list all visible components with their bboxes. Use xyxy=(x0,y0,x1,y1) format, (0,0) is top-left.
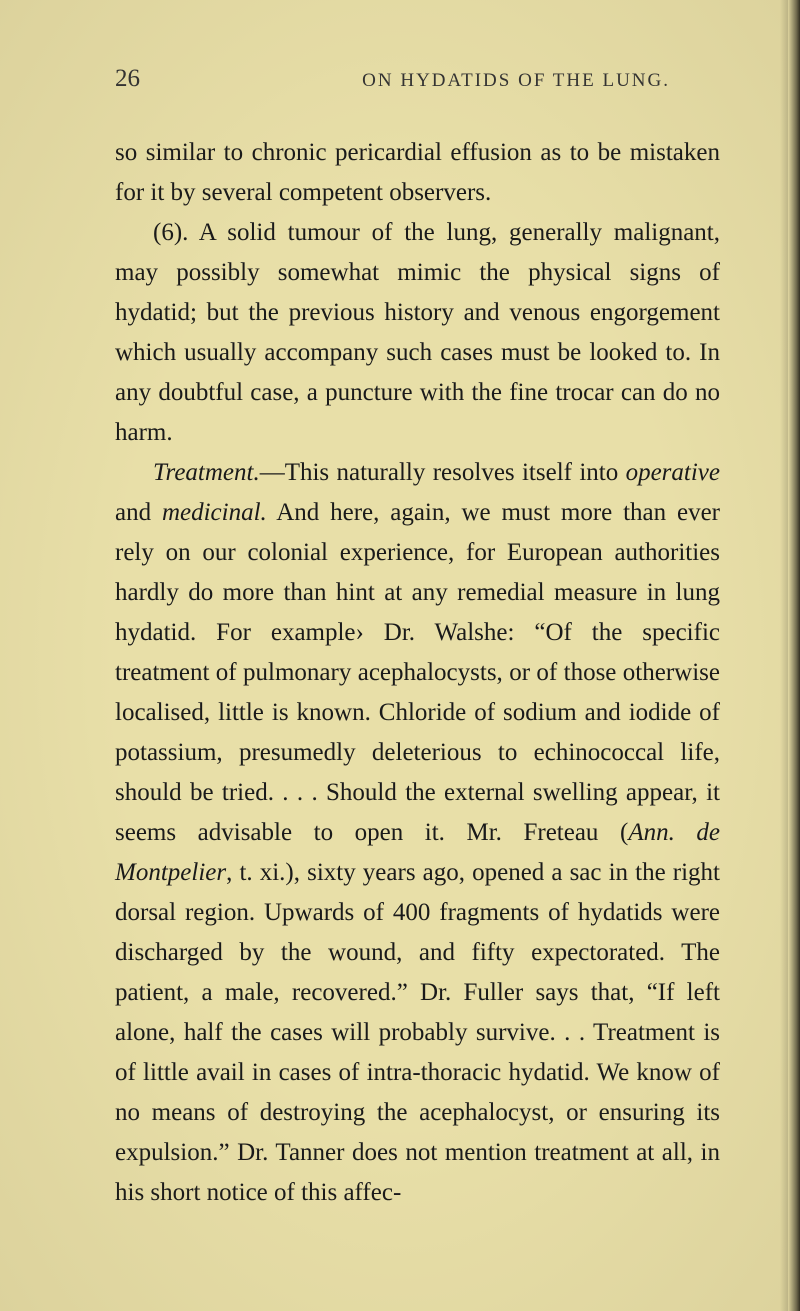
page-inner-shadow xyxy=(780,0,788,1311)
paragraph-2: (6). A solid tumour of the lung, general… xyxy=(115,213,720,453)
paragraph-1: so similar to chronic pericardial effusi… xyxy=(115,133,720,213)
para3-text-a: —This naturally resolves itself into xyxy=(260,459,626,486)
para3-italic-b: operative xyxy=(626,459,720,486)
body-text: so similar to chronic pericardial effusi… xyxy=(115,133,720,1213)
para3-text-c: And here, again, we must more than ever … xyxy=(115,499,720,846)
page-header: 26 ON HYDATIDS OF THE LUNG. xyxy=(115,65,720,93)
paragraph-3: Treatment.—This naturally resolves itsel… xyxy=(115,453,720,1213)
para3-text-d: , t. xi.), sixty years ago, opened a sac… xyxy=(115,859,720,1206)
page-right-edge xyxy=(788,0,800,1311)
para3-italic-c: medicinal. xyxy=(162,499,267,526)
page-number: 26 xyxy=(115,65,140,93)
para3-text-b: and xyxy=(115,499,162,526)
running-head: ON HYDATIDS OF THE LUNG. xyxy=(362,70,670,92)
para2-text-a: (6). A solid tumour of the lung, general… xyxy=(115,219,720,446)
para1-text: so similar to chronic pericardial effusi… xyxy=(115,139,720,206)
para3-italic-a: Treatment. xyxy=(153,459,260,486)
page-container: 26 ON HYDATIDS OF THE LUNG. so similar t… xyxy=(0,0,800,1311)
